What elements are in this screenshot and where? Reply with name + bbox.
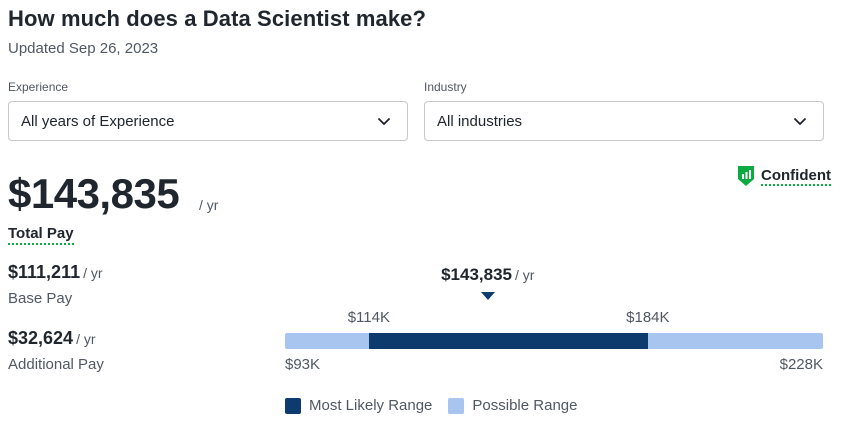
- range-marker-value: $143,835/ yr: [441, 265, 535, 284]
- likely-range-bar: [368, 333, 648, 349]
- likely-range-low-label: $114K: [347, 309, 390, 326]
- additional-pay-amount: $32,624/ yr: [8, 328, 96, 348]
- range-min-label: $93K: [285, 356, 321, 373]
- confidence-label: Confident: [761, 166, 831, 186]
- legend-label-likely: Most Likely Range: [309, 397, 433, 414]
- chevron-down-icon: [794, 118, 806, 125]
- total-pay-label[interactable]: Total Pay: [8, 225, 74, 245]
- confidence-indicator[interactable]: Confident: [737, 165, 831, 187]
- additional-pay-label: Additional Pay: [8, 356, 104, 373]
- total-pay-amount: $143,835: [8, 170, 180, 217]
- legend-label-possible: Possible Range: [472, 397, 578, 414]
- likely-range-high-label: $184K: [626, 309, 670, 326]
- range-marker-pointer: [480, 292, 495, 300]
- updated-date: Updated Sep 26, 2023: [8, 40, 159, 57]
- confidence-shield-icon: [738, 166, 755, 186]
- industry-select[interactable]: All industries: [424, 101, 824, 141]
- legend-swatch-likely: [285, 397, 301, 414]
- legend-item-likely: Most Likely Range: [285, 397, 432, 414]
- chevron-down-icon: [378, 118, 390, 125]
- possible-range-bar: [285, 333, 823, 349]
- range-max-label: $228K: [779, 356, 823, 373]
- legend-item-possible: Possible Range: [448, 397, 577, 414]
- legend-swatch-possible: [448, 397, 465, 414]
- base-pay-unit: / yr: [83, 265, 103, 281]
- industry-filter-label: Industry: [424, 80, 467, 94]
- base-pay-amount: $111,211/ yr: [8, 262, 103, 282]
- range-legend: Most Likely Range Possible Range: [285, 397, 577, 414]
- industry-select-value: All industries: [437, 112, 523, 130]
- experience-select-value: All years of Experience: [21, 112, 175, 130]
- base-pay-label: Base Pay: [8, 290, 73, 307]
- total-pay-unit: / yr: [199, 197, 219, 213]
- experience-select[interactable]: All years of Experience: [8, 101, 408, 141]
- additional-pay-unit: / yr: [76, 331, 96, 347]
- experience-filter-label: Experience: [8, 80, 69, 94]
- page-title: How much does a Data Scientist make?: [8, 6, 427, 31]
